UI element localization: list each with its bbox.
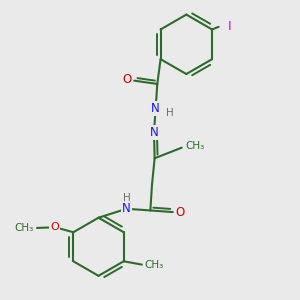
Text: CH₃: CH₃	[145, 260, 164, 270]
Text: N: N	[122, 202, 131, 215]
Text: N: N	[150, 126, 158, 139]
Text: O: O	[122, 74, 131, 86]
Text: CH₃: CH₃	[15, 223, 34, 233]
Text: O: O	[50, 222, 59, 232]
Text: O: O	[176, 206, 185, 219]
Text: I: I	[228, 20, 231, 33]
Text: H: H	[166, 108, 173, 118]
Text: H: H	[123, 193, 131, 203]
Text: CH₃: CH₃	[185, 141, 205, 151]
Text: N: N	[151, 102, 160, 115]
